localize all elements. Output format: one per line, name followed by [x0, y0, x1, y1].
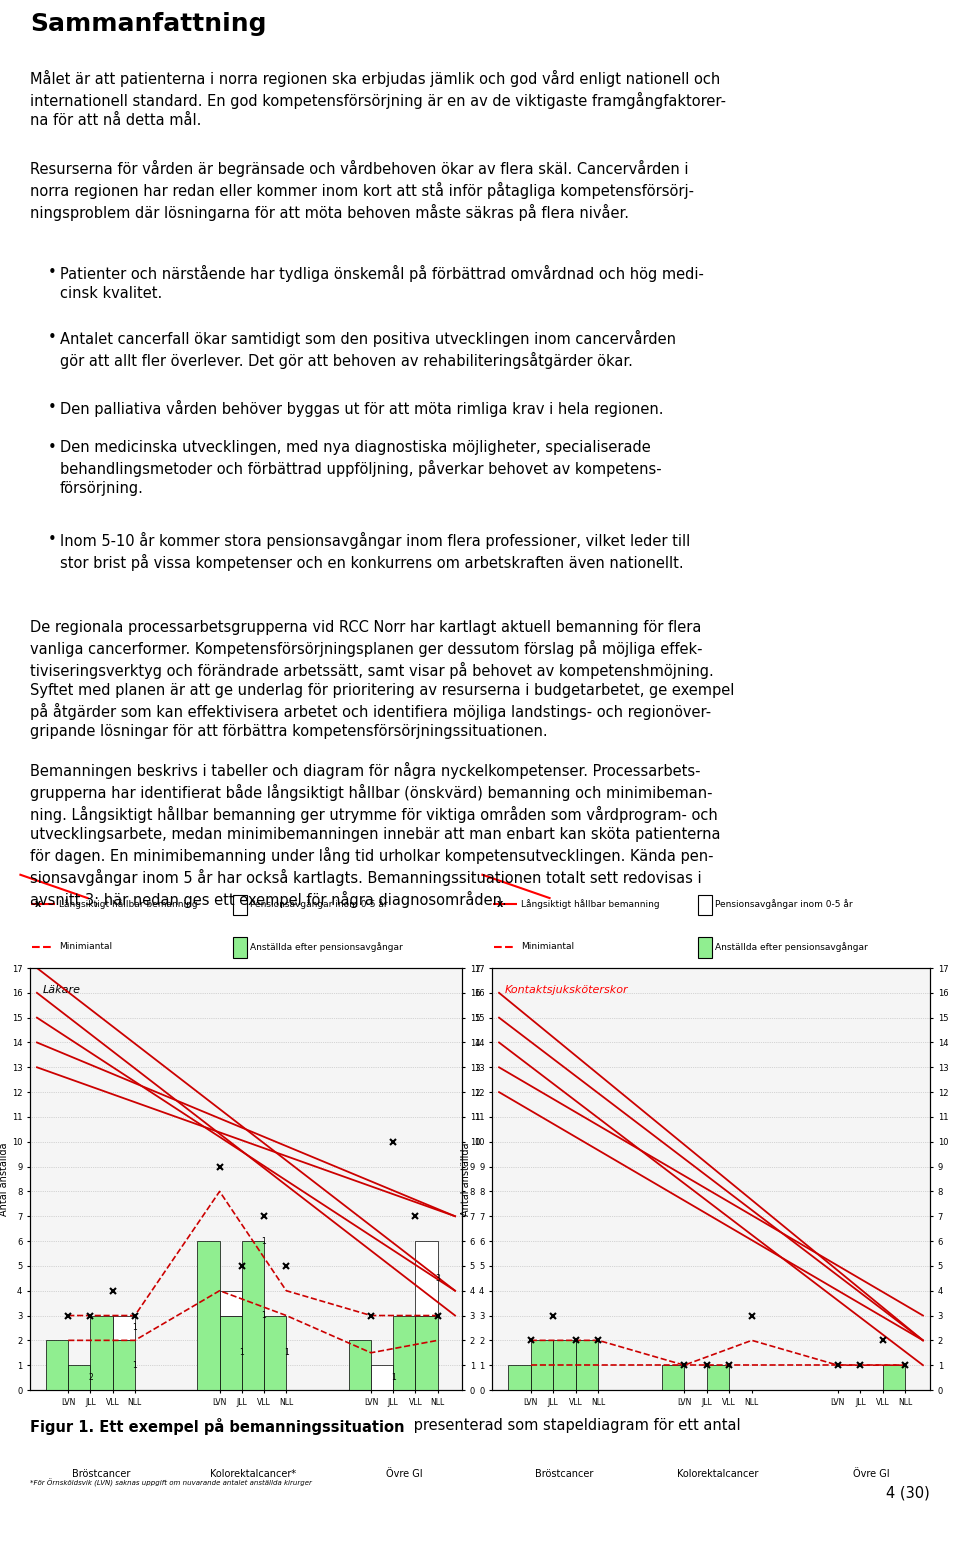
Text: Bemanningen beskrivs i tabeller och diagram för några nyckelkompetenser. Process: Bemanningen beskrivs i tabeller och diag… — [30, 761, 721, 908]
Text: 1: 1 — [262, 1312, 267, 1319]
Text: Läkare: Läkare — [43, 985, 81, 995]
Text: Den palliativa vården behöver byggas ut för att möta rimliga krav i hela regione: Den palliativa vården behöver byggas ut … — [60, 399, 663, 416]
Text: *För Örnsköldsvik (LVN) saknas uppgift om nuvarande antalet anställda kirurger: *För Örnsköldsvik (LVN) saknas uppgift o… — [30, 1478, 312, 1487]
Text: 1: 1 — [262, 1237, 267, 1246]
Text: Bröstcancer: Bröstcancer — [72, 1470, 131, 1479]
Text: 1: 1 — [239, 1349, 244, 1357]
Text: •: • — [48, 266, 57, 280]
Text: Långsiktigt hållbar bemanning: Långsiktigt hållbar bemanning — [520, 898, 660, 909]
Bar — [112, 1341, 134, 1389]
Text: Anställda efter pensionsavgångar: Anställda efter pensionsavgångar — [715, 942, 868, 951]
Bar — [68, 1364, 90, 1389]
Text: Pensionsavgångar inom 0-5 år: Pensionsavgångar inom 0-5 år — [251, 898, 388, 909]
Bar — [220, 1316, 242, 1389]
Bar — [112, 1316, 134, 1341]
Bar — [242, 1242, 264, 1389]
Text: presenterad som stapeldiagram för ett antal: presenterad som stapeldiagram för ett an… — [409, 1417, 741, 1433]
Text: Minimiantal: Minimiantal — [520, 942, 574, 951]
Bar — [553, 1341, 576, 1389]
Bar — [508, 1364, 531, 1389]
Bar — [264, 1316, 286, 1389]
Text: Patienter och närstående har tydliga önskemål på förbättrad omvårdnad och hög me: Patienter och närstående har tydliga öns… — [60, 266, 704, 301]
Bar — [46, 1341, 68, 1389]
Bar — [348, 1341, 371, 1389]
Text: Figur 1. Ett exempel på bemanningssituation: Figur 1. Ett exempel på bemanningssituat… — [30, 1417, 404, 1434]
Text: Pensionsavgångar inom 0-5 år: Pensionsavgångar inom 0-5 år — [715, 898, 852, 909]
Text: 1: 1 — [132, 1361, 137, 1369]
Bar — [220, 1291, 242, 1316]
Text: De regionala processarbetsgrupperna vid RCC Norr har kartlagt aktuell bemanning : De regionala processarbetsgrupperna vid … — [30, 620, 734, 740]
Text: Kolorektalcancer: Kolorektalcancer — [678, 1470, 758, 1479]
Text: 2: 2 — [88, 1374, 93, 1382]
Y-axis label: Antal anställda: Antal anställda — [461, 1142, 471, 1215]
Text: Långsiktigt hållbar bemanning: Långsiktigt hållbar bemanning — [59, 898, 198, 909]
Bar — [416, 1242, 438, 1316]
Text: Den medicinska utvecklingen, med nya diagnostiska möjligheter, specialiserade
be: Den medicinska utvecklingen, med nya dia… — [60, 440, 661, 496]
Text: Bröstcancer: Bröstcancer — [536, 1470, 593, 1479]
Text: •: • — [48, 440, 57, 455]
Bar — [576, 1341, 598, 1389]
Bar — [883, 1364, 905, 1389]
Bar — [371, 1364, 394, 1389]
Text: Inom 5-10 år kommer stora pensionsavgångar inom flera professioner, vilket leder: Inom 5-10 år kommer stora pensionsavgång… — [60, 531, 690, 570]
Text: Minimiantal: Minimiantal — [59, 942, 112, 951]
Text: 1: 1 — [284, 1349, 289, 1357]
Bar — [531, 1341, 553, 1389]
Bar — [394, 1316, 416, 1389]
Text: 4 (30): 4 (30) — [886, 1486, 930, 1500]
Text: Antalet cancerfall ökar samtidigt som den positiva utvecklingen inom cancervårde: Antalet cancerfall ökar samtidigt som de… — [60, 329, 676, 368]
Bar — [198, 1242, 220, 1389]
Text: Sammanfattning: Sammanfattning — [30, 12, 267, 36]
Text: •: • — [48, 399, 57, 415]
Text: Målet är att patienterna i norra regionen ska erbjudas jämlik och god vård enlig: Målet är att patienterna i norra regione… — [30, 70, 726, 127]
Text: Resurserna för vården är begränsade och vårdbehoven ökar av flera skäl. Cancervå: Resurserna för vården är begränsade och … — [30, 160, 694, 221]
Bar — [90, 1316, 112, 1389]
Text: x: x — [497, 898, 503, 909]
Text: •: • — [48, 531, 57, 547]
Bar — [661, 1364, 684, 1389]
Text: 1: 1 — [132, 1324, 137, 1332]
Y-axis label: Antal anställda: Antal anställda — [0, 1142, 9, 1215]
Text: Övre GI: Övre GI — [853, 1470, 890, 1479]
Text: x: x — [35, 898, 41, 909]
Bar — [416, 1316, 438, 1389]
Text: 1: 1 — [391, 1374, 396, 1382]
Text: 3: 3 — [435, 1274, 440, 1282]
Text: Kolorektalcancer*: Kolorektalcancer* — [210, 1470, 296, 1479]
Text: Anställda efter pensionsavgångar: Anställda efter pensionsavgångar — [251, 942, 403, 951]
Text: •: • — [48, 329, 57, 345]
Text: Övre GI: Övre GI — [386, 1470, 422, 1479]
Bar — [707, 1364, 730, 1389]
Text: Kontaktsjuksköterskor: Kontaktsjuksköterskor — [505, 985, 629, 995]
